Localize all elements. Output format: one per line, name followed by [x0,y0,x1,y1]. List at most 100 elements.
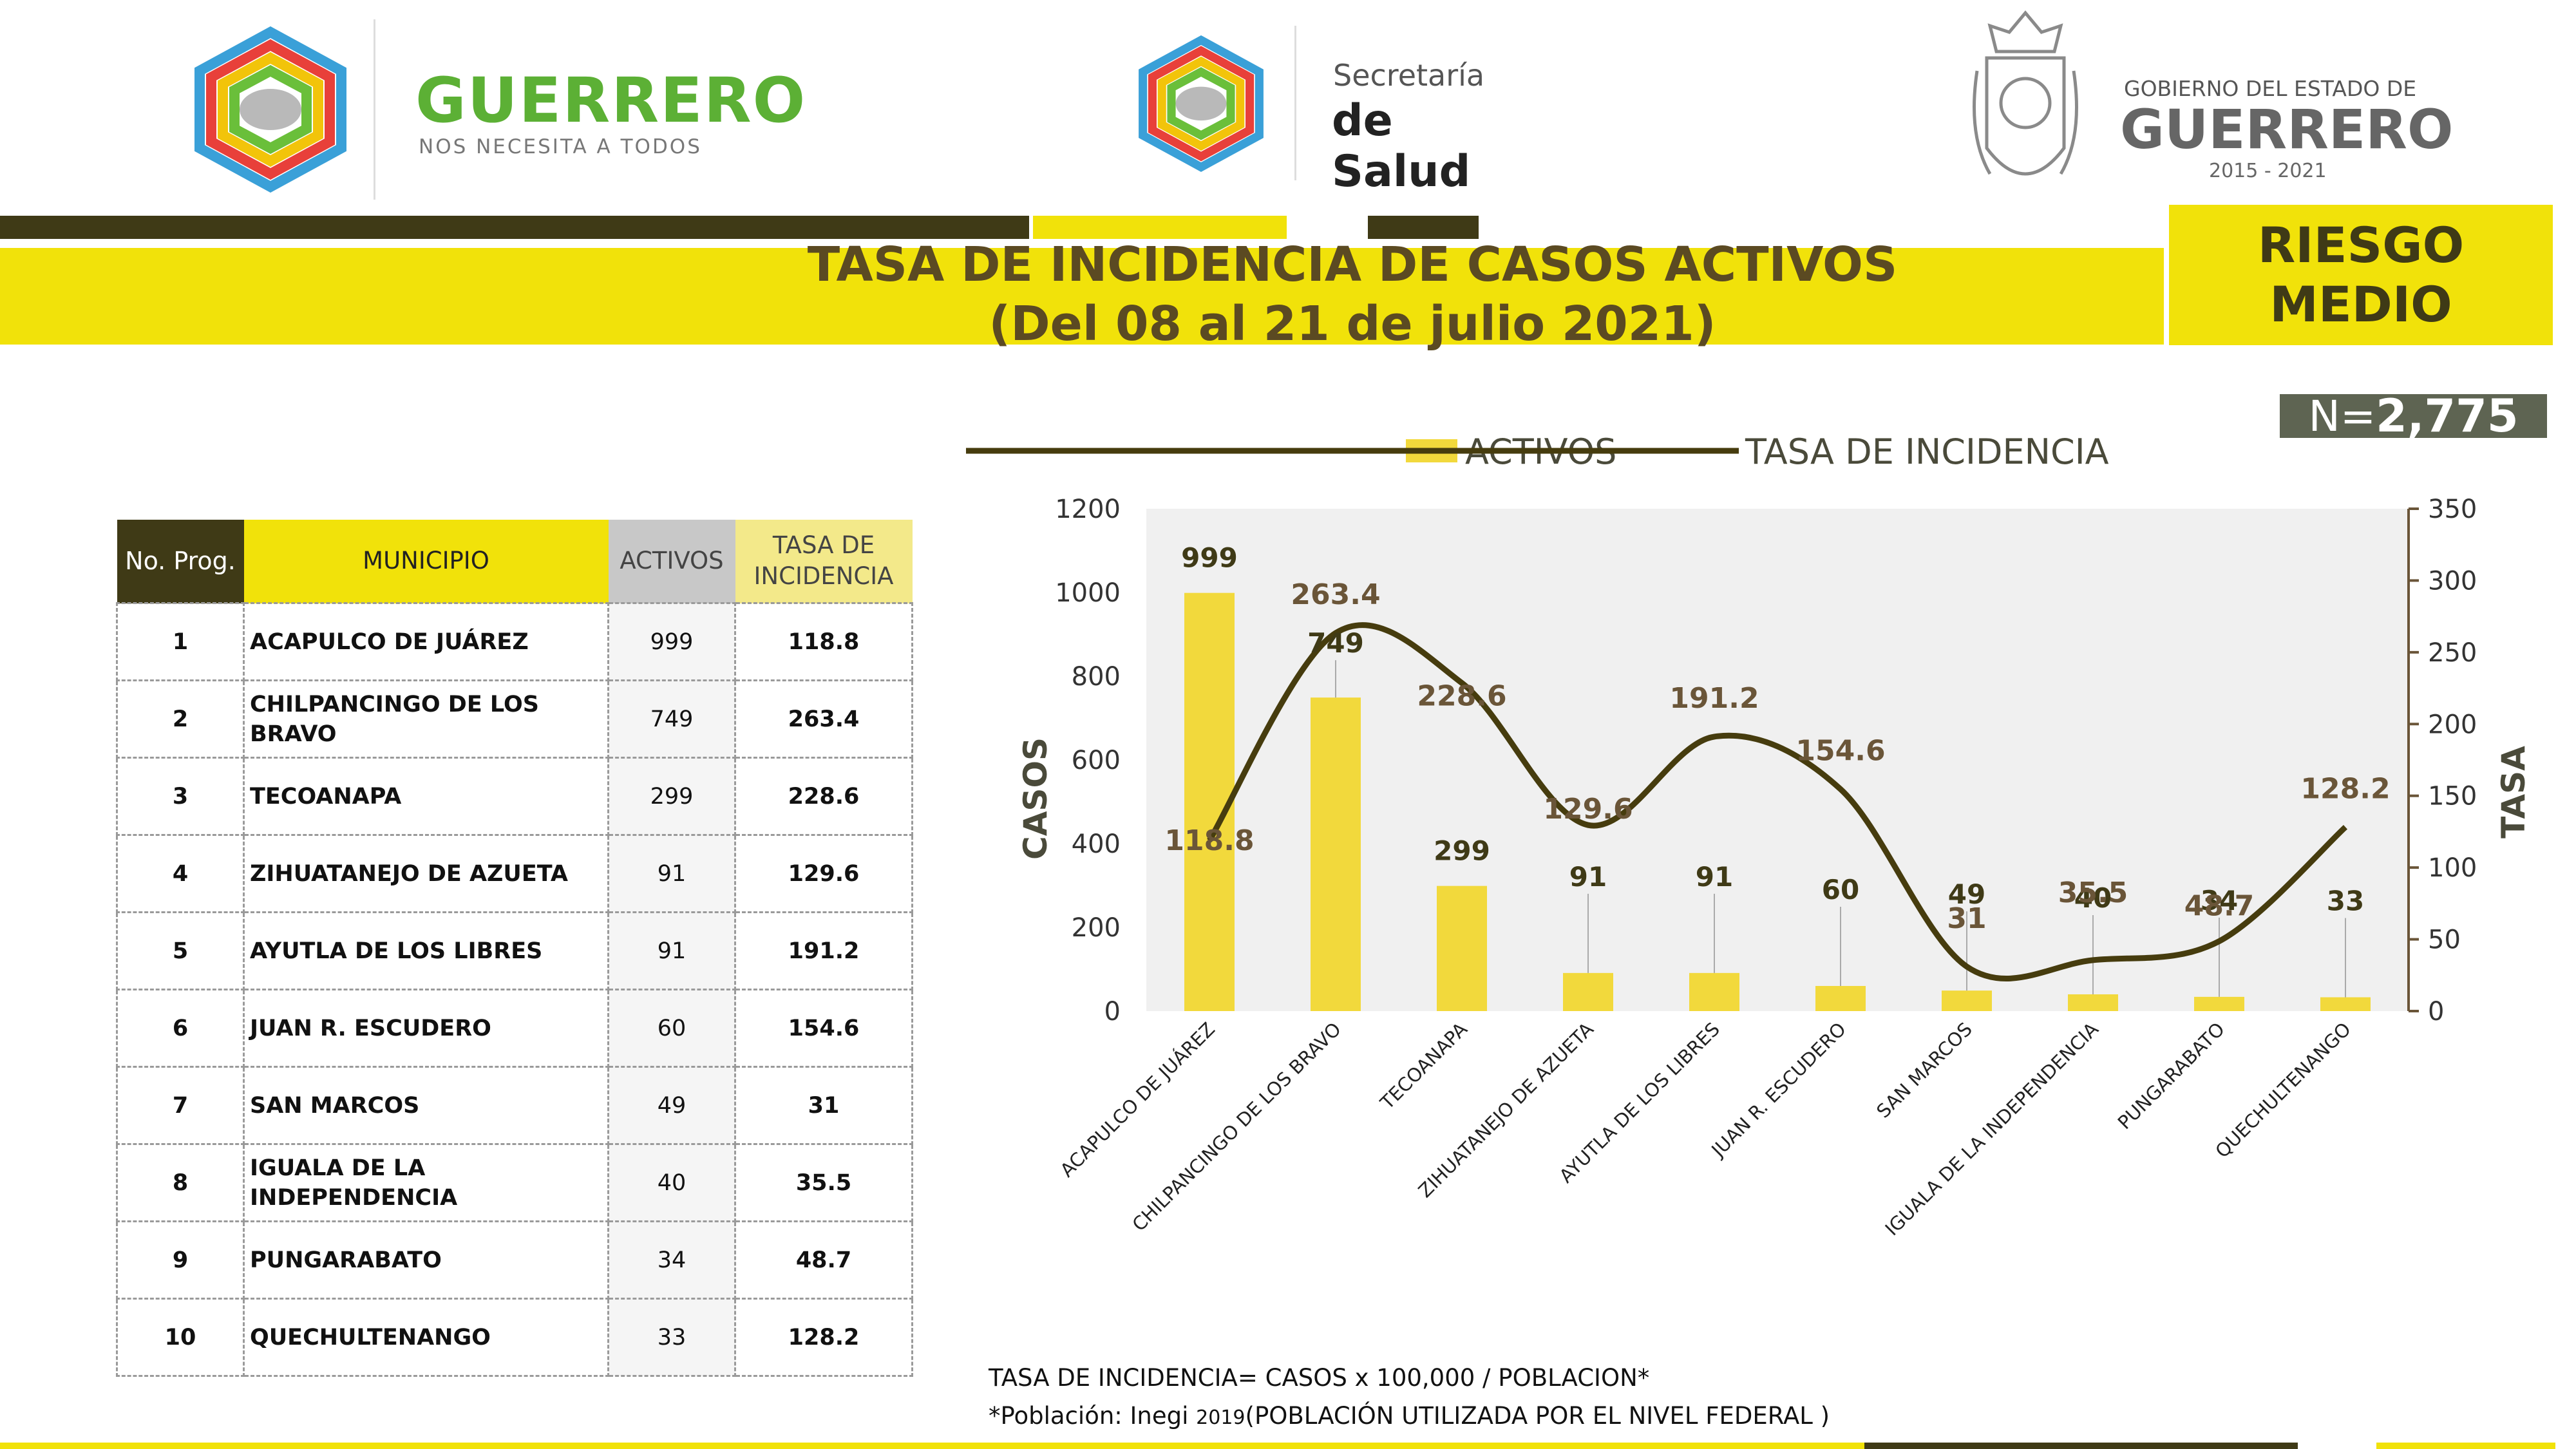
bar-data-label: 299 [1434,835,1490,867]
salud-logo: Secretaría de Salud [1127,19,1526,206]
bar-activos [2068,994,2118,1011]
bar-activos [1563,972,1613,1011]
x-category-label: JUAN R. ESCUDERO [1707,1018,1850,1162]
cell-activos: 49 [607,1066,736,1145]
bar-activos [2320,997,2371,1011]
line-data-label: 31 [1947,902,1986,935]
cell-tasa: 48.7 [734,1220,913,1300]
bar-data-label: 40 [2074,882,2112,914]
cell-activos: 91 [607,834,736,913]
cell-activos: 999 [607,602,736,681]
y2-axis-ticks: 0 50 100 150 200 250 300 350 [2409,495,2477,1027]
salud-logo-line1: Secretaría [1333,58,1485,93]
line-data-label: 263.4 [1291,578,1380,611]
header-tasa-line2: INCIDENCIA [753,562,894,590]
x-category-label: SAN MARCOS [1872,1018,1976,1122]
bar-data-label: 34 [2201,885,2238,916]
y-axis-ticks: 0 200 400 600 800 1000 1200 [1055,495,1121,1027]
population-note-c: (POBLACIÓN UTILIZADA POR EL NIVEL FEDERA… [1245,1402,1830,1430]
bar-activos [1184,592,1235,1011]
cell-tasa: 228.6 [734,757,913,836]
line-data-labels: 118.8 263.4 228.6 129.6 191.2 154.6 31 35.5 48.7… [1164,578,2390,935]
header-divider-dark [0,216,1029,239]
y2-tick-label: 50 [2428,925,2461,955]
y2-tick-label: 300 [2428,566,2477,596]
x-category-label: PUNGARABATO [2114,1018,2229,1133]
y-tick-label: 1200 [1055,495,1121,524]
cell-activos: 60 [607,989,736,1068]
cell-activos: 749 [607,679,736,759]
title-band [0,248,2164,345]
cell-tasa: 129.6 [734,834,913,913]
guerrero-logo: GUERRERO NOS NECESITA A TODOS [180,19,805,206]
table-row: 9 PUNGARABATO 34 48.7 [116,1220,913,1300]
line-data-label: 35.5 [2058,876,2128,909]
table-row: 8 IGUALA DE LA INDEPENDENCIA 40 35.5 [116,1143,913,1222]
bar-data-label: 60 [1822,874,1859,905]
bar-data-label: 91 [1696,861,1733,893]
table-row: 3 TECOANAPA 299 228.6 [116,757,913,836]
footer-bar-dark [1864,1443,2298,1449]
header-tasa: TASA DE INCIDENCIA [735,520,913,603]
y-tick-label: 1000 [1055,578,1121,608]
header-activos: ACTIVOS [608,520,735,603]
star-emblem-icon [194,26,346,193]
cell-municipio: TECOANAPA [243,757,609,836]
tasa-line [1207,622,2348,982]
salud-logo-line2: de Salud [1332,95,1471,197]
x-category-label: TECOANAPA [1376,1018,1472,1114]
bar-data-label: 33 [2327,886,2364,917]
y-axis-title: CASOS [1017,737,1054,860]
bar-activos [1437,886,1487,1011]
bar-data-label: 49 [1948,878,1985,910]
gobierno-logo-line2: GUERRERO [2120,98,2454,161]
coat-of-arms-icon [1973,10,2078,176]
cell-activos: 299 [607,757,736,836]
cell-activos: 40 [607,1143,736,1222]
cell-municipio: CHILPANCINGO DE LOS BRAVO [243,679,609,759]
cell-municipio: IGUALA DE LA INDEPENDENCIA [243,1143,609,1222]
table-row: 6 JUAN R. ESCUDERO 60 154.6 [116,989,913,1068]
chart-legend: ACTIVOS TASA DE INCIDENCIA [966,431,2109,472]
x-category-label: IGUALA DE LA INDEPENDENCIA [1881,1018,2103,1240]
x-category-label: QUECHULTENANGO [2211,1018,2355,1162]
guerrero-logo-subtitle: NOS NECESITA A TODOS [419,135,702,158]
cell-activos: 91 [607,911,736,990]
y2-axis-title: TASA [2495,746,2532,838]
bar-data-label: 999 [1181,542,1238,574]
cell-municipio: ACAPULCO DE JUÁREZ [243,602,609,681]
risk-level-line2: MEDIO [2269,276,2452,333]
cell-no: 5 [116,911,245,990]
bars-group [1184,592,2371,1011]
risk-level-line1: RIESGO [2257,216,2465,274]
cell-tasa: 128.2 [734,1298,913,1377]
municipalities-table: No. Prog. MUNICIPIO ACTIVOS TASA DE INCID… [116,520,913,1377]
cell-activos: 33 [607,1298,736,1377]
cell-municipio: QUECHULTENANGO [243,1298,609,1377]
cell-tasa: 263.4 [734,679,913,759]
bar-data-label: 749 [1307,627,1364,659]
line-data-label: 128.2 [2300,772,2390,805]
y-tick-label: 0 [1104,997,1121,1027]
footer-bar-yellow-right [2376,1443,2555,1449]
y2-tick-label: 100 [2428,853,2477,883]
cell-tasa: 35.5 [734,1143,913,1222]
legend-tasa-label: TASA DE INCIDENCIA [1745,431,2109,472]
population-note: *Población: Inegi 2019(POBLACIÓN UTILIZA… [989,1402,1830,1430]
total-cases-badge: N= 2,775 [2280,390,2547,442]
gobierno-logo: GOBIERNO DEL ESTADO DE GUERRERO 2015 - 2… [1964,6,2544,213]
cell-tasa: 191.2 [734,911,913,990]
bar-activos [2194,996,2244,1011]
bar-activos [1942,990,1992,1011]
header-divider-yellow [1033,216,1287,239]
cell-no: 10 [116,1298,245,1377]
y2-tick-label: 200 [2428,710,2477,739]
line-data-label: 228.6 [1417,680,1506,713]
table-row: 2 CHILPANCINGO DE LOS BRAVO 749 263.4 [116,679,913,759]
incidence-chart: ACTIVOS TASA DE INCIDENCIA 0200400600800… [966,431,2532,1240]
cell-tasa: 31 [734,1066,913,1145]
header-no: No. Prog. [117,520,244,603]
cell-no: 7 [116,1066,245,1145]
y2-tick-label: 0 [2428,997,2444,1027]
line-data-label: 191.2 [1669,682,1759,715]
